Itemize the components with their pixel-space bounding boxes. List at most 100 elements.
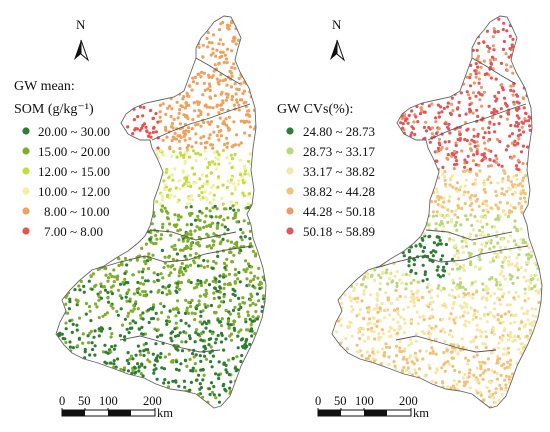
sample-point [222, 348, 226, 352]
sample-point [158, 115, 162, 119]
river-line [427, 103, 527, 141]
sample-point [487, 104, 491, 108]
sample-point [422, 332, 427, 336]
sample-point [87, 279, 91, 283]
sample-point [199, 338, 203, 342]
sample-point [224, 57, 228, 61]
sample-point [528, 128, 532, 132]
sample-point [177, 238, 181, 242]
sample-point [375, 324, 379, 328]
sample-point [364, 357, 368, 361]
sample-point [476, 309, 480, 314]
sample-point [204, 288, 208, 292]
sample-point [502, 347, 506, 351]
sample-point [167, 254, 171, 258]
sample-point [513, 190, 518, 195]
sample-point [443, 122, 447, 126]
sample-point [214, 54, 218, 58]
sample-point [352, 289, 356, 293]
sample-point [425, 277, 429, 281]
sample-point [488, 311, 493, 315]
sample-point [492, 332, 496, 336]
sample-point [500, 392, 504, 397]
sample-point [169, 336, 173, 340]
sample-point [188, 388, 192, 392]
sample-point [199, 314, 203, 318]
sample-point [496, 207, 501, 211]
sample-point [513, 225, 517, 229]
sample-point [190, 145, 194, 149]
sample-point [202, 258, 206, 263]
sample-point [217, 296, 222, 300]
sample-point [484, 199, 488, 203]
sample-point [152, 371, 156, 375]
sample-point [136, 344, 140, 348]
sample-point [517, 347, 521, 351]
sample-point [94, 283, 98, 287]
sample-point [471, 292, 475, 296]
left-region-outline [55, 15, 267, 409]
sample-point [134, 321, 138, 325]
sample-point [488, 157, 492, 162]
sample-point [142, 293, 146, 298]
sample-point [471, 339, 475, 344]
sample-point [432, 327, 436, 331]
sample-point [410, 289, 414, 293]
sample-point [189, 280, 193, 285]
sample-point [120, 263, 124, 267]
sample-point [488, 393, 492, 397]
sample-point [534, 315, 539, 319]
sample-point [199, 368, 203, 372]
sample-point [418, 112, 423, 116]
sample-point [338, 317, 343, 321]
sample-point [235, 100, 239, 104]
sample-point [348, 320, 352, 324]
sample-point [393, 274, 397, 278]
sample-point [413, 132, 417, 137]
sample-point [257, 266, 261, 270]
sample-point [348, 295, 352, 299]
sample-point [149, 240, 153, 244]
sample-point [175, 258, 179, 262]
sample-point [395, 354, 399, 358]
sample-point [195, 81, 199, 86]
sample-point [358, 327, 362, 331]
sample-point [402, 365, 406, 369]
sample-point [76, 299, 80, 303]
sample-point [208, 133, 212, 137]
sample-point [469, 73, 473, 77]
sample-point [423, 374, 427, 378]
sample-point [204, 347, 208, 351]
sample-point [185, 114, 189, 118]
sample-point [73, 288, 77, 292]
sample-point [528, 322, 532, 326]
sample-point [507, 338, 511, 342]
sample-point [394, 288, 398, 292]
sample-point [439, 258, 443, 262]
sample-point [495, 230, 499, 234]
sample-point [458, 113, 462, 118]
sample-point [117, 263, 121, 268]
sample-point [88, 309, 92, 313]
sample-point [176, 282, 180, 286]
sample-point [141, 317, 145, 321]
sample-point [216, 254, 220, 258]
sample-point [116, 288, 121, 292]
sample-point [487, 175, 491, 179]
sample-point [435, 214, 439, 218]
sample-point [417, 367, 421, 371]
sample-point [193, 312, 197, 316]
sample-point [401, 273, 405, 277]
sample-point [103, 312, 107, 317]
sample-point [186, 232, 190, 236]
sample-point [187, 126, 191, 130]
sample-point [446, 220, 450, 224]
sample-point [392, 308, 397, 312]
sample-point [260, 305, 264, 309]
sample-point [465, 380, 469, 384]
legend-marker [22, 227, 30, 235]
sample-point [190, 298, 194, 302]
sample-point [444, 305, 448, 309]
sample-point [466, 359, 470, 363]
sample-point [422, 125, 426, 129]
